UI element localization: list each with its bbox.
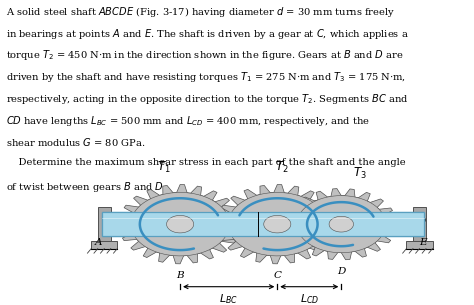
Bar <box>91 241 117 249</box>
Polygon shape <box>118 185 242 264</box>
Text: $\mathit{CD}$ have lengths $\mathit{L}_{BC}$ = 500 mm and $\mathit{L}_{CD}$ = 40: $\mathit{CD}$ have lengths $\mathit{L}_{… <box>6 114 370 128</box>
Bar <box>98 207 111 241</box>
Text: $d$: $d$ <box>264 217 273 229</box>
Text: A solid steel shaft $\mathit{ABCDE}$ (Fig. 3-17) having diameter $\mathit{d}$ = : A solid steel shaft $\mathit{ABCDE}$ (Fi… <box>6 5 395 19</box>
Bar <box>102 212 424 236</box>
Text: o: o <box>421 217 425 223</box>
Polygon shape <box>297 196 386 253</box>
Text: C: C <box>273 271 281 281</box>
Polygon shape <box>286 188 397 260</box>
Text: Determine the maximum shear stress in each part of the shaft and the angle: Determine the maximum shear stress in ea… <box>6 158 406 167</box>
Text: $T_3$: $T_3$ <box>354 166 367 181</box>
Polygon shape <box>216 185 339 264</box>
Text: D: D <box>337 267 346 277</box>
Text: $L_{BC}$: $L_{BC}$ <box>219 292 238 305</box>
Bar <box>413 207 426 241</box>
Text: E: E <box>419 238 427 247</box>
Text: respectively, acting in the opposite direction to the torque $\mathit{T}_2$. Seg: respectively, acting in the opposite dir… <box>6 92 409 106</box>
Text: $L_{CD}$: $L_{CD}$ <box>300 292 319 305</box>
Polygon shape <box>166 215 194 233</box>
Text: driven by the shaft and have resisting torques $\mathit{T}_1$ = 275 N$\cdot$m an: driven by the shaft and have resisting t… <box>6 70 406 84</box>
Text: $T_2$: $T_2$ <box>275 160 289 175</box>
Text: shear modulus $\mathit{G}$ = 80 GPa.: shear modulus $\mathit{G}$ = 80 GPa. <box>6 136 146 148</box>
Text: in bearings at points $\mathit{A}$ and $\mathit{E}$. The shaft is driven by a ge: in bearings at points $\mathit{A}$ and $… <box>6 27 409 41</box>
Text: of twist between gears $\mathit{B}$ and $\mathit{D}$.: of twist between gears $\mathit{B}$ and … <box>6 180 167 194</box>
Polygon shape <box>329 216 354 232</box>
Polygon shape <box>264 215 291 233</box>
Bar <box>407 241 433 249</box>
Bar <box>102 212 424 236</box>
Text: $T_1$: $T_1$ <box>157 160 170 175</box>
Polygon shape <box>228 192 327 256</box>
Polygon shape <box>131 192 229 256</box>
Text: A: A <box>95 238 102 247</box>
Text: torque $\mathit{T}_2$ = 450 N$\cdot$m in the direction shown in the figure. Gear: torque $\mathit{T}_2$ = 450 N$\cdot$m in… <box>6 48 404 63</box>
Text: B: B <box>176 271 184 281</box>
